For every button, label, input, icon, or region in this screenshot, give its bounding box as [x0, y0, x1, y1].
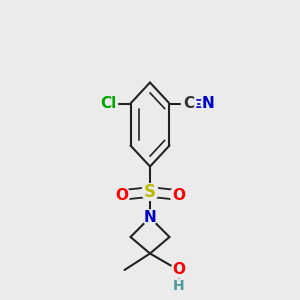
Circle shape	[171, 262, 186, 278]
Text: C: C	[183, 96, 195, 111]
Circle shape	[182, 96, 196, 111]
Circle shape	[142, 210, 158, 225]
Text: Cl: Cl	[100, 96, 116, 111]
Text: O: O	[172, 262, 185, 278]
Text: S: S	[144, 183, 156, 201]
Text: N: N	[144, 210, 156, 225]
Circle shape	[170, 187, 187, 203]
Circle shape	[201, 96, 216, 111]
Circle shape	[113, 187, 130, 203]
Text: O: O	[172, 188, 185, 202]
Text: H: H	[173, 279, 184, 292]
Text: O: O	[115, 188, 128, 202]
Circle shape	[142, 184, 158, 200]
Circle shape	[172, 279, 185, 292]
Text: N: N	[202, 96, 215, 111]
Circle shape	[98, 94, 118, 113]
